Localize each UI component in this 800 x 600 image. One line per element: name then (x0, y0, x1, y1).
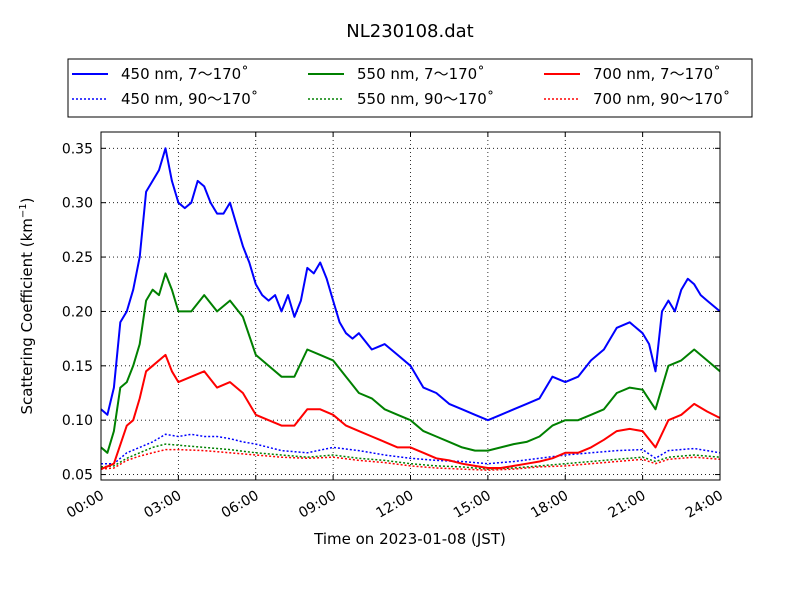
legend-label: 550 nm, 7～170˚ (357, 65, 485, 83)
axis-ticks (100, 132, 721, 480)
y-tick-label: 0.05 (62, 468, 93, 484)
series-line (100, 443, 721, 470)
y-axis-label-main: Scattering Coefficient (km (18, 218, 36, 414)
grid (101, 132, 720, 480)
legend-label: 550 nm, 90～170˚ (357, 90, 494, 108)
series-line (100, 353, 721, 471)
y-axis-label-end: ) (18, 197, 36, 203)
x-tick-label: 12:00 (374, 488, 417, 522)
chart-title: NL230108.dat (346, 21, 473, 42)
series-line (100, 448, 721, 471)
x-tick-label: 03:00 (141, 488, 184, 522)
legend: 450 nm, 7～170˚ 450 nm, 90～170˚ 550 nm, 7～1… (67, 58, 753, 118)
y-tick-label: 0.30 (62, 196, 93, 212)
x-axis-label: Time on 2023-01-08 (JST) (313, 530, 506, 548)
y-tick-label: 0.20 (62, 304, 93, 320)
series-layer (100, 147, 721, 471)
legend-label: 450 nm, 90～170˚ (121, 90, 258, 108)
x-tick-label: 09:00 (296, 488, 339, 522)
legend-box (67, 58, 753, 118)
y-tick-label: 0.15 (62, 359, 93, 375)
y-axis-label-sup: −1 (18, 203, 29, 218)
y-axis-label: Scattering Coefficient (km−1) (18, 197, 36, 414)
y-tick-label: 0.25 (62, 250, 93, 266)
y-tick-label: 0.35 (62, 141, 93, 157)
x-tick-label: 00:00 (64, 488, 107, 522)
series-line (100, 147, 721, 422)
x-tick-label: 06:00 (219, 488, 262, 522)
x-tick-labels: 00:00 03:00 06:00 09:00 12:00 15:00 18:00 21:00… (64, 488, 726, 522)
series-line (100, 272, 721, 454)
legend-label: 700 nm, 7～170˚ (593, 65, 721, 83)
x-tick-label: 15:00 (451, 488, 494, 522)
series-line (101, 433, 721, 465)
x-tick-label: 24:00 (683, 488, 726, 522)
legend-label: 700 nm, 90～170˚ (593, 90, 730, 108)
y-tick-labels: 0.05 0.10 0.15 0.20 0.25 0.30 0.35 (62, 141, 93, 483)
y-tick-label: 0.10 (62, 413, 93, 429)
x-tick-label: 21:00 (606, 488, 649, 522)
legend-label: 450 nm, 7～170˚ (121, 65, 249, 83)
x-tick-label: 18:00 (528, 488, 571, 522)
